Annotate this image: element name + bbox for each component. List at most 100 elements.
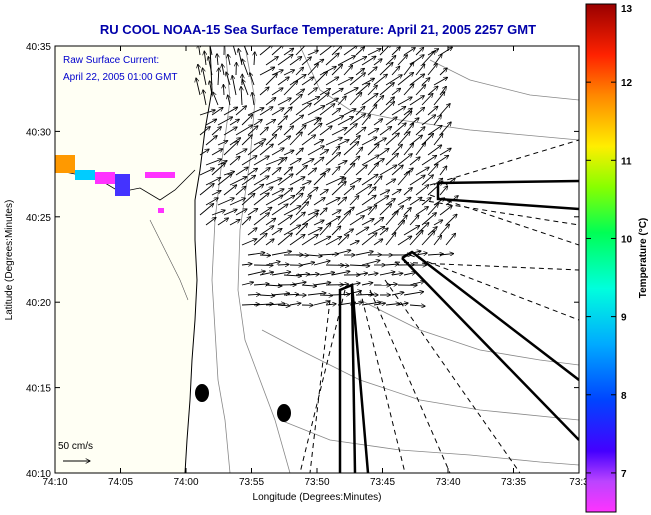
current-vector [271,108,284,116]
current-vector [301,159,314,166]
current-vector [355,294,373,295]
current-vector [331,226,341,236]
current-vector [253,156,269,166]
x-tick-label: 73:55 [239,477,264,488]
current-vector [253,193,269,206]
current-vector [325,53,339,66]
current-vector [391,165,403,176]
current-vector [211,163,225,176]
current-vector [367,187,376,196]
current-vector [313,301,330,306]
current-vector [265,285,282,286]
current-vector [331,64,343,76]
current-vector [253,176,269,186]
current-vector [283,188,293,196]
current-vector [397,132,410,146]
current-vector [355,68,364,76]
current-vector [337,140,349,146]
current-vector [379,63,393,76]
current-vector [409,197,422,206]
current-vector [247,271,265,276]
current-vector [265,218,276,226]
current-vector [385,153,398,166]
current-vector [343,65,353,76]
current-vector [361,78,374,86]
current-vector [319,295,333,296]
current-vector [313,283,331,286]
current-vector [397,154,412,166]
current-vector [367,163,379,176]
current-vector [355,127,366,136]
current-vector [403,84,414,96]
current-vector [277,136,291,146]
current-vector [271,272,291,276]
x-tick-label: 73:50 [304,477,329,488]
current-vector [427,145,442,156]
current-vector [271,251,291,256]
current-vector [265,262,280,266]
y-tick-label: 40:10 [26,469,51,480]
current-vector [367,105,377,116]
current-vector [241,135,252,146]
current-vector [391,107,406,116]
current-vector [205,178,221,186]
current-vector [283,70,295,76]
current-vector [313,173,325,186]
current-vector [415,223,429,236]
current-vector [265,178,282,186]
current-vector [307,88,317,96]
current-vector [259,295,275,296]
current-vector [271,229,282,236]
current-vector [289,177,305,186]
current-vector [283,81,298,96]
current-vector [283,107,292,116]
current-vector [243,46,249,56]
current-vector [385,75,402,86]
current-vector [313,261,330,266]
current-vector [277,77,289,86]
current-vector [361,137,377,146]
current-vector [319,223,331,236]
current-vector [331,88,343,96]
current-vector [355,106,365,116]
current-vector [385,179,396,186]
current-vector [397,197,411,206]
current-vector [199,168,214,176]
current-vector [283,126,294,136]
current-vector [241,193,255,206]
current-vector [379,127,392,136]
current-vector [373,303,385,305]
current-vector [439,224,449,236]
current-vector [331,146,340,156]
current-vector [355,207,372,216]
current-vector [313,198,325,206]
current-vector [241,304,260,305]
current-vector [242,59,249,76]
current-vector [439,254,454,255]
current-vector [415,127,425,136]
current-vector [277,116,287,126]
current-vector [265,304,285,305]
current-vector [361,233,377,246]
current-vector [289,57,302,66]
current-vector [289,75,306,86]
buoy-marker [195,384,209,402]
current-vector [415,185,429,196]
current-vector [313,157,324,166]
current-vector [252,92,254,106]
current-vector [349,57,367,66]
current-vector [198,64,200,76]
current-vector [217,218,228,226]
current-vector [259,255,271,256]
current-vector [391,47,400,56]
coverage-wedges [299,139,579,473]
current-vector [203,90,207,106]
current-vector [331,271,350,276]
current-vector [289,159,301,166]
current-vector [349,283,360,285]
current-vector [391,273,403,275]
current-vector [295,274,310,275]
current-vector [343,109,356,116]
current-vector [421,155,437,166]
current-vector [228,95,230,106]
